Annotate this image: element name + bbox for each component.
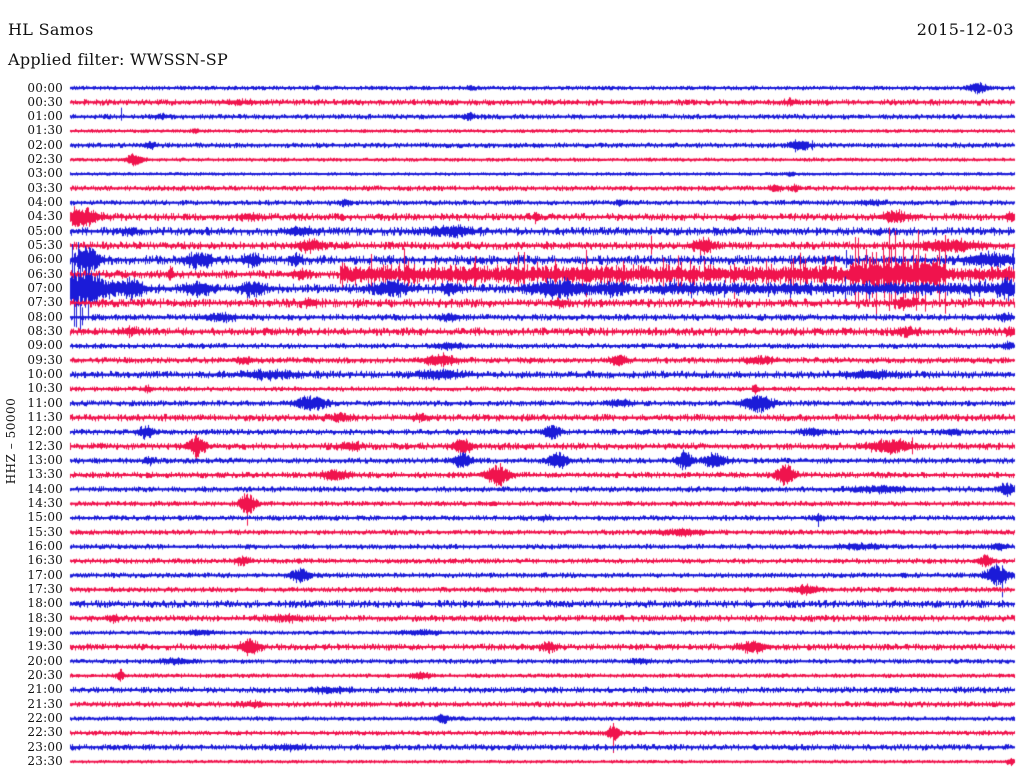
seismogram-page: HL Samos 2015-12-03 Applied filter: WWSS… [0, 0, 1024, 780]
helicorder-canvas [0, 0, 1024, 780]
